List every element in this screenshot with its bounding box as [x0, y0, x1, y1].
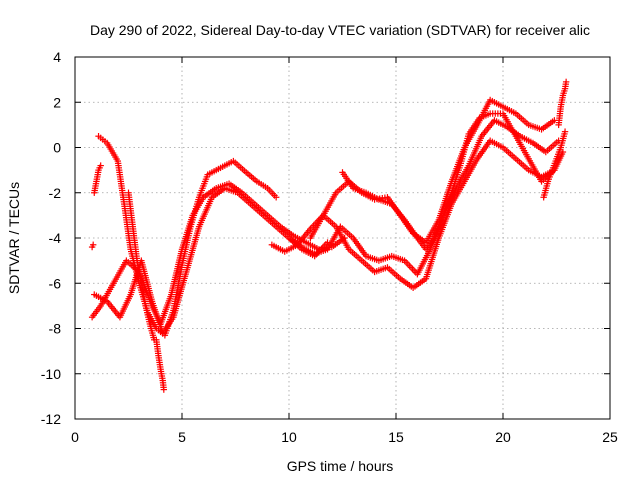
y-tick-label: -12 [41, 411, 61, 427]
series-track-9 [125, 189, 158, 344]
data-point [160, 386, 168, 393]
x-tick-label: 20 [495, 429, 511, 445]
series-track-5 [285, 117, 562, 278]
y-tick-label: -4 [49, 230, 62, 246]
series-track-10 [153, 336, 168, 393]
data-points [88, 78, 570, 393]
series-track-8 [91, 162, 104, 196]
series-track-7 [339, 110, 558, 253]
series-track-1 [95, 132, 280, 339]
x-tick-label: 5 [178, 429, 186, 445]
data-point [97, 162, 104, 169]
data-point [272, 194, 280, 201]
y-tick-label: 0 [53, 140, 61, 156]
series-track-4 [268, 137, 567, 291]
x-axis-label: GPS time / hours [287, 458, 394, 474]
y-tick-label: 4 [53, 49, 61, 65]
x-tick-label: 10 [281, 429, 297, 445]
series-track-11 [555, 78, 570, 129]
y-tick-label: 2 [53, 94, 61, 110]
x-tick-label: 0 [71, 429, 79, 445]
x-tick-label: 15 [388, 429, 404, 445]
y-tick-label: -6 [49, 275, 62, 291]
y-tick-label: -10 [41, 366, 61, 382]
chart-title: Day 290 of 2022, Sidereal Day-to-day VTE… [90, 22, 590, 38]
y-tick-label: -2 [49, 185, 62, 201]
series-track-13 [88, 241, 97, 251]
axis-ticks: 0 5 10 15 20 25 -12 -10 -8 -6 -4 -2 0 2 4 [41, 49, 618, 445]
series-track-6 [307, 96, 558, 246]
x-tick-label: 25 [602, 429, 618, 445]
y-axis-label: SDTVAR / TECUs [6, 182, 22, 294]
data-point [89, 241, 97, 248]
data-point [561, 128, 569, 135]
series-track-12 [540, 128, 569, 201]
data-point [562, 78, 570, 86]
y-tick-label: -8 [49, 321, 62, 337]
